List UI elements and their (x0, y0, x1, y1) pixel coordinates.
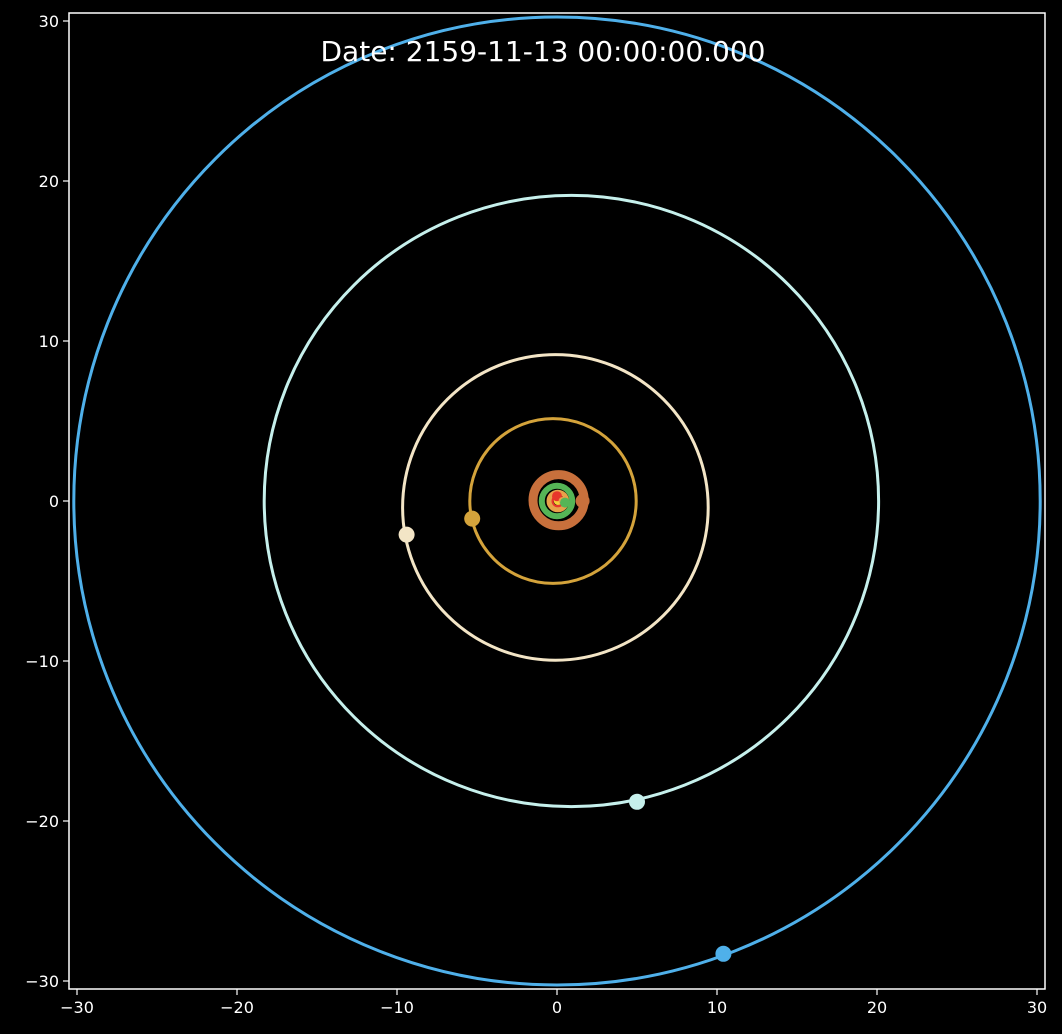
y-tick-label: 0 (49, 492, 59, 511)
x-tick-label: 30 (1027, 998, 1047, 1017)
body-marker-5 (464, 510, 481, 527)
orbit-path-2 (538, 482, 576, 520)
y-tick-label: −20 (25, 812, 59, 831)
body-marker-6 (398, 526, 415, 543)
x-tick-label: −30 (60, 998, 94, 1017)
orbit-path-4 (468, 417, 638, 585)
body-marker-3 (560, 497, 570, 508)
y-axis: −30 −20 −10 0 10 20 30 (25, 12, 69, 991)
y-tick-label: 20 (39, 172, 59, 191)
body-marker-8 (715, 945, 732, 962)
x-tick-label: −10 (380, 998, 414, 1017)
body-layer (398, 491, 732, 962)
orbit-path-7 (72, 15, 1042, 987)
y-tick-label: 10 (39, 332, 59, 351)
date-annotation: Date: 2159-11-13 00:00:00.000 (321, 35, 766, 68)
body-marker-7 (629, 793, 645, 810)
x-axis: −30 −20 −10 0 10 20 30 (60, 989, 1047, 1017)
orbit-path-6 (262, 193, 881, 809)
x-tick-label: −20 (220, 998, 254, 1017)
x-tick-label: 20 (867, 998, 887, 1017)
y-tick-label: −30 (25, 972, 59, 991)
x-tick-label: 0 (552, 998, 562, 1017)
y-tick-label: −10 (25, 652, 59, 671)
orbit-path-5 (401, 353, 710, 662)
y-tick-label: 30 (39, 12, 59, 31)
body-marker-4 (575, 494, 590, 508)
x-tick-label: 10 (707, 998, 727, 1017)
